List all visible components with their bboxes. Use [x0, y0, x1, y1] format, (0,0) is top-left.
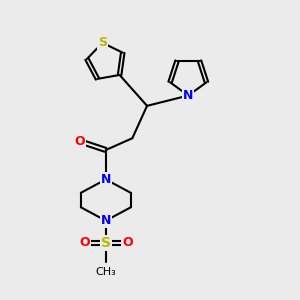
Text: O: O [74, 135, 85, 148]
Text: N: N [100, 214, 111, 227]
Text: S: S [98, 36, 107, 49]
Text: S: S [101, 236, 111, 250]
Text: CH₃: CH₃ [95, 267, 116, 277]
Text: O: O [122, 236, 133, 249]
Text: N: N [100, 173, 111, 186]
Text: O: O [79, 236, 90, 249]
Text: N: N [183, 89, 194, 102]
